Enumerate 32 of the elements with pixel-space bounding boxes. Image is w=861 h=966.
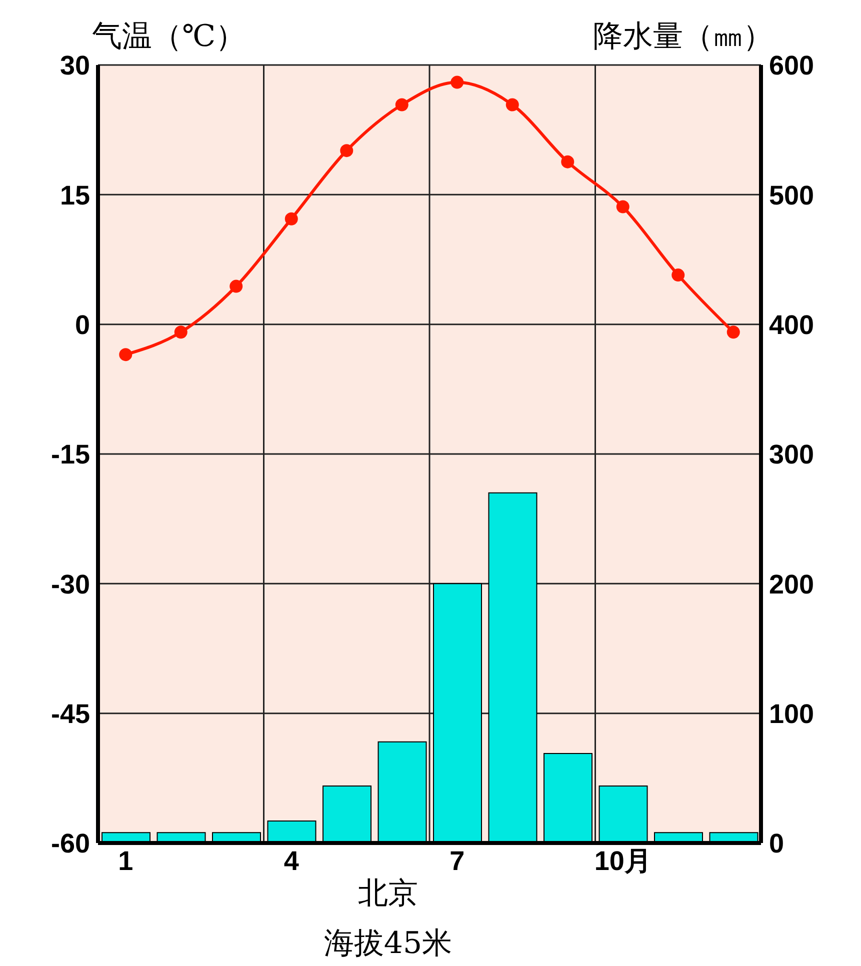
text: 海拔45米	[322, 925, 454, 963]
point	[174, 326, 188, 339]
point	[395, 98, 408, 112]
y2-tick-label: 0	[769, 828, 784, 859]
x-tick-label: 1	[118, 846, 134, 876]
point	[230, 280, 243, 293]
point	[616, 200, 630, 214]
point	[340, 144, 354, 158]
point	[506, 98, 519, 112]
y-tick-label: -30	[50, 569, 90, 600]
y-tick-label: 0	[74, 310, 90, 340]
point	[672, 268, 685, 282]
y-tick-label: -45	[50, 698, 90, 729]
point	[450, 76, 464, 89]
y-tick-label: -15	[50, 440, 90, 470]
point	[284, 212, 298, 226]
point	[726, 326, 740, 339]
y2-tick-label: 300	[769, 440, 814, 470]
y-tick-label: 30	[60, 50, 90, 81]
y-tick-label: -60	[50, 828, 90, 859]
text: 北京	[358, 876, 418, 911]
point	[119, 348, 132, 362]
y2-tick-label: 400	[769, 310, 814, 340]
x-tick-label: 7	[450, 846, 465, 876]
x-tick-label: 4	[284, 846, 299, 876]
y2-tick-label: 100	[769, 698, 814, 729]
y-tick-label: 15	[60, 180, 90, 210]
x-tick-label: 10月	[594, 846, 652, 876]
point	[561, 155, 574, 168]
y2-tick-label: 200	[769, 569, 814, 600]
y-axis-title: 气温（℃）	[92, 18, 246, 56]
y2-tick-label: 500	[769, 180, 814, 210]
